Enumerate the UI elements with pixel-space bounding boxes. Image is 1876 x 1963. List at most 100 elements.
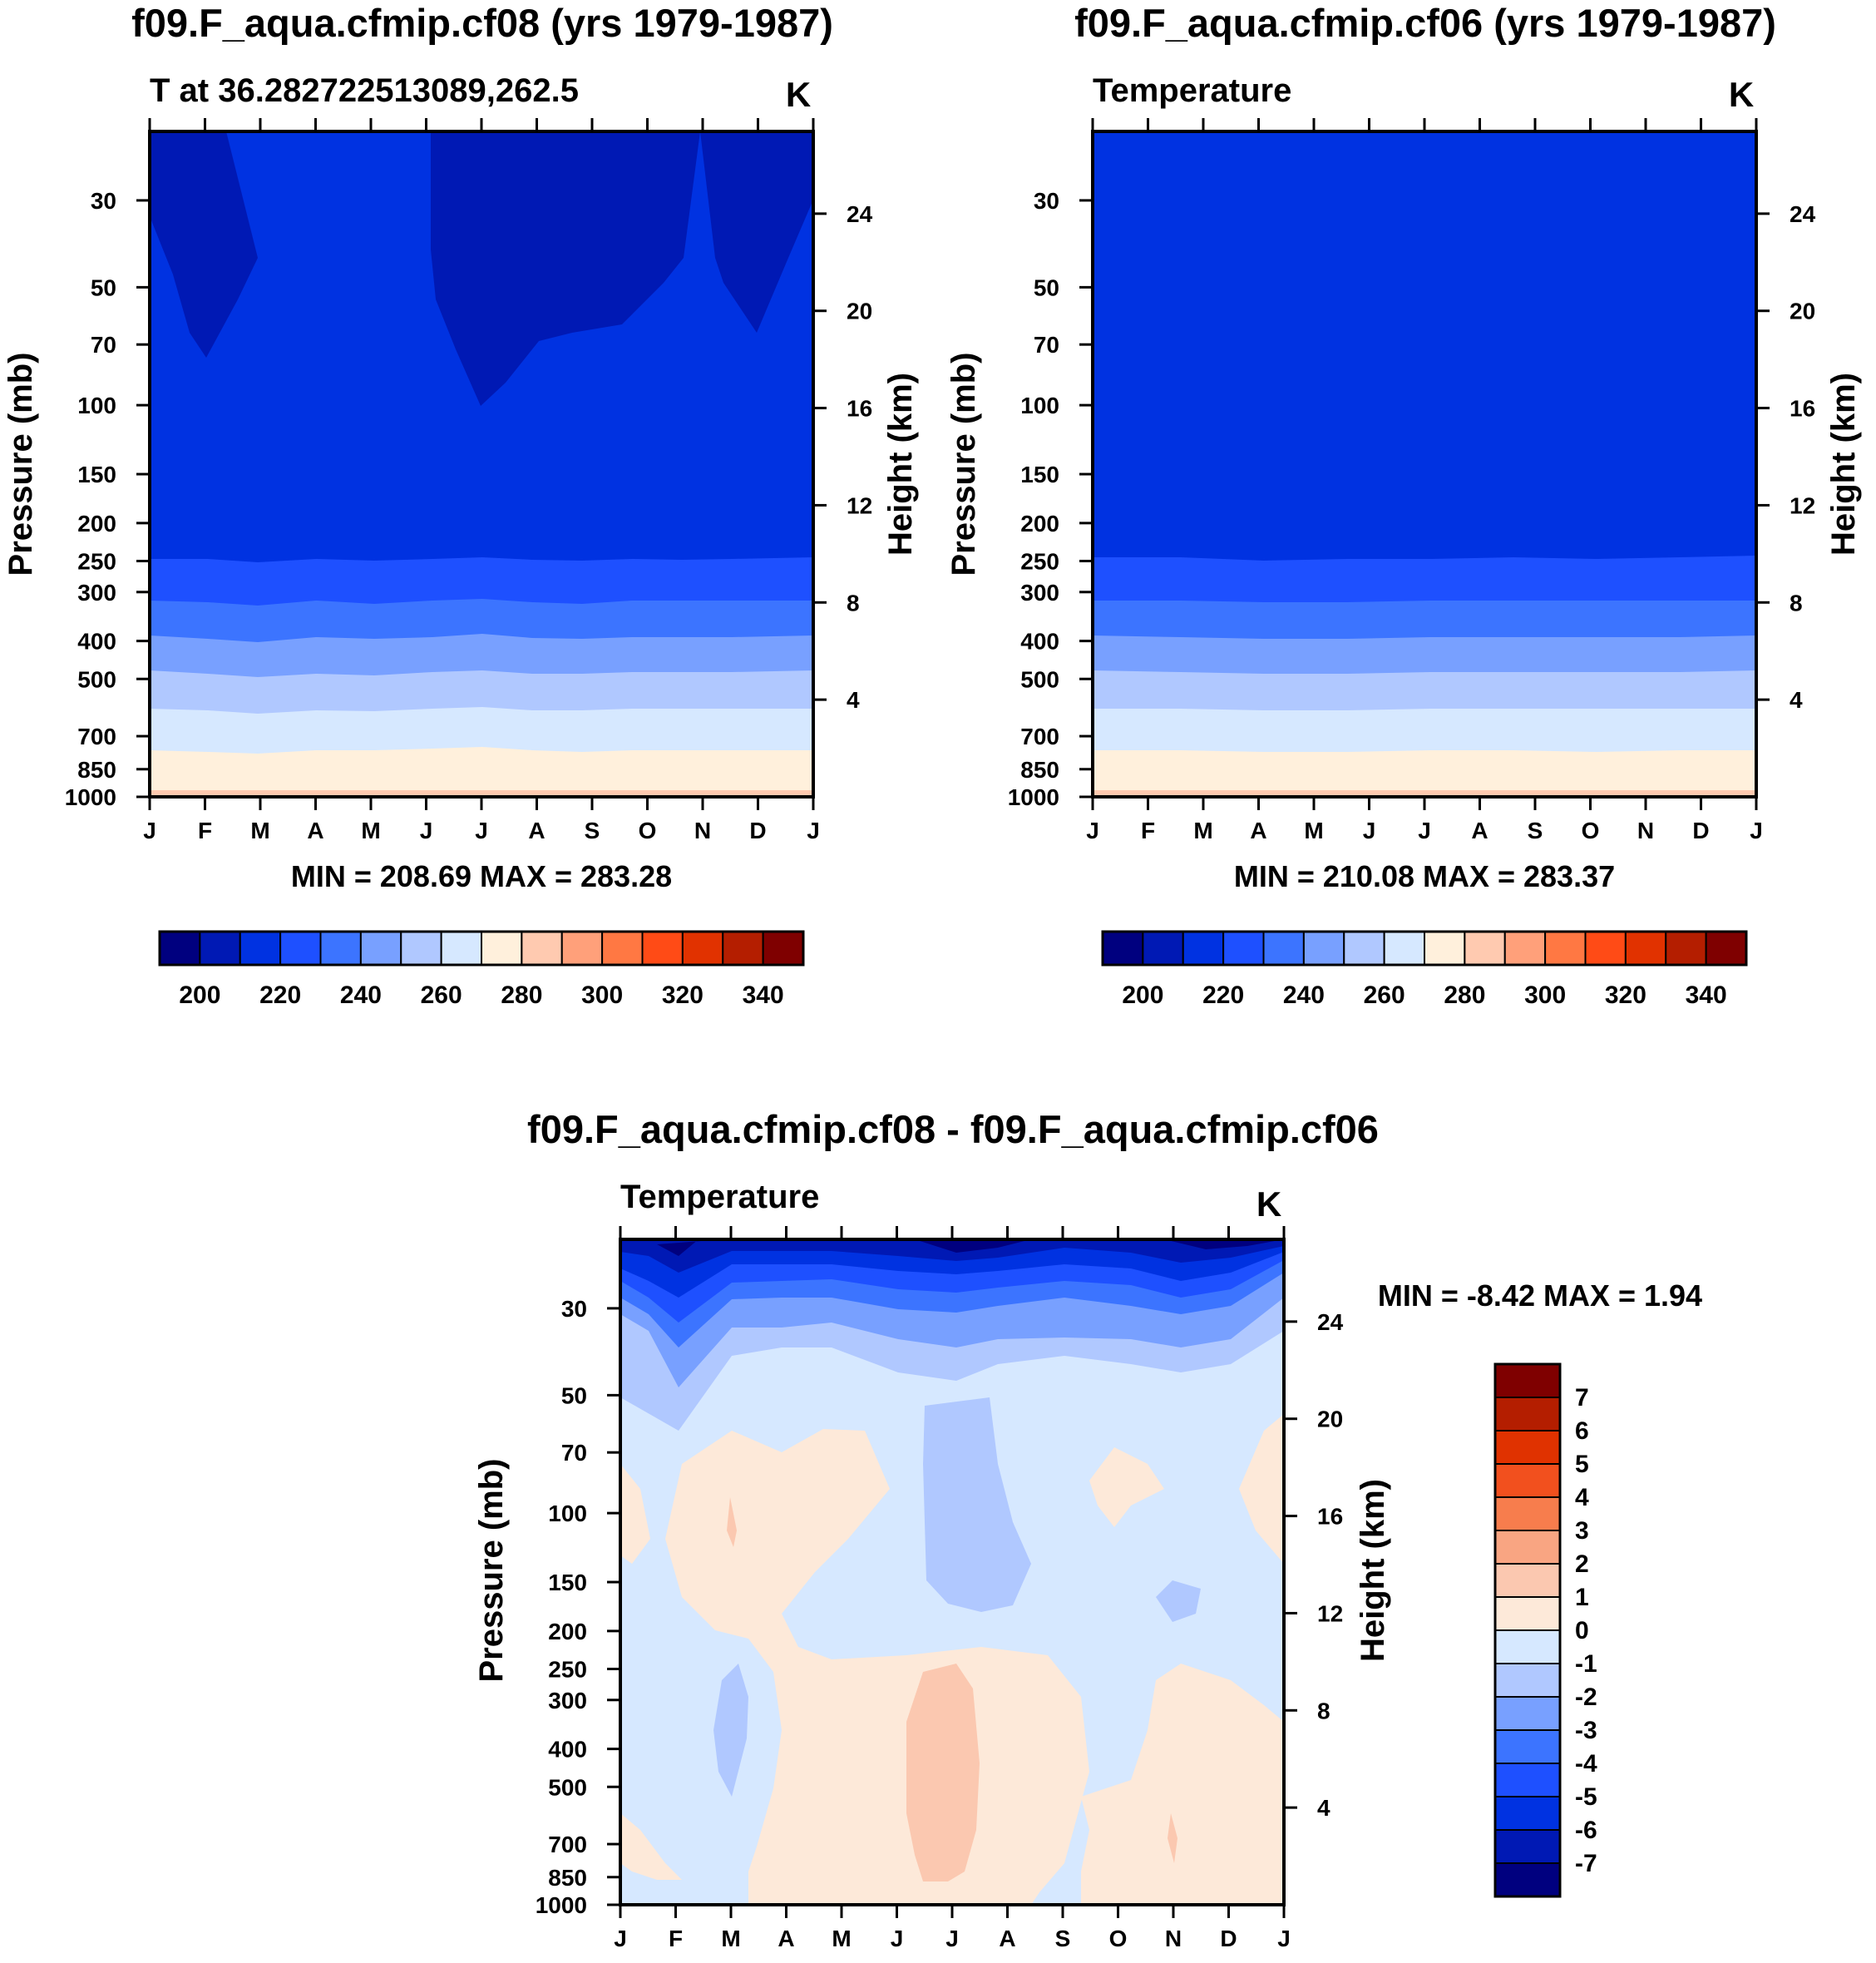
panel3-colorbar-swatch (1494, 1430, 1561, 1465)
panel1-colorbar-swatch (641, 931, 684, 966)
panel1-colorbar-swatch (521, 931, 563, 966)
panel1-colorbar-swatch (159, 931, 201, 966)
panel1-x-tick-label: A (528, 818, 545, 843)
panel2-x-tick-label: F (1141, 818, 1155, 843)
panel1-colorbar-swatch (601, 931, 644, 966)
panel1-y-right-tick-label: 16 (847, 396, 872, 422)
panel2-colorbar-label: 200 (1122, 982, 1163, 1009)
panel1-x-tick-label: F (198, 818, 212, 843)
panel3-colorbar-swatch (1494, 1829, 1561, 1864)
panel1-x-tick-label: J (475, 818, 488, 843)
panel1-y-tick-label: 250 (77, 549, 116, 575)
panel3-x-tick-label: A (999, 1926, 1015, 1951)
panel2-colorbar-label: 340 (1686, 982, 1727, 1009)
panel1-y-tick-label: 850 (77, 757, 116, 783)
panel1-y-right-tick-label: 20 (847, 299, 872, 324)
panel3-colorbar-label: 4 (1575, 1484, 1589, 1511)
panel2-x-tick-label: O (1582, 818, 1600, 843)
panel3-field-neg7 (657, 1239, 1284, 1256)
panel2-x-tick-label: A (1471, 818, 1488, 843)
panel3-colorbar-swatch (1494, 1729, 1561, 1764)
panel3-colorbar-swatch (1494, 1796, 1561, 1831)
panel3-field-pos2-a (906, 1664, 980, 1881)
panel2-y-tick-label: 30 (1034, 188, 1059, 214)
panel3-y-right-tick-label: 8 (1317, 1698, 1330, 1723)
panel1-colorbar-swatch (319, 931, 362, 966)
panel3-y-tick-label: 70 (561, 1440, 587, 1466)
panel2-colorbar-swatch (1705, 931, 1747, 966)
panel2-y-tick-label: 700 (1020, 724, 1059, 749)
panel1-y-tick-label: 100 (77, 393, 116, 418)
panel1-y-tick-label: 500 (77, 666, 116, 692)
panel3-field-pos-f (620, 1813, 682, 1880)
panel3-colorbar-swatch (1494, 1763, 1561, 1797)
panel2-y-tick-label: 100 (1020, 393, 1059, 418)
panel3-x-tick-label: J (614, 1926, 627, 1951)
panel3-axes: J F M A M J J A S O N D J 30 50 70 100 150 200 250 300 400 500… (536, 1226, 1344, 1951)
panel3-y-tick-label: 500 (548, 1774, 587, 1800)
panel1-field-280-290 (150, 747, 813, 797)
panel3-subtitle: Temperature (620, 1179, 819, 1215)
panel2-colorbar-swatch (1102, 931, 1144, 966)
panel1-colorbar-swatch (359, 931, 402, 966)
panel3-x-tick-label: J (945, 1926, 959, 1951)
panel3-y-right-tick-label: 4 (1317, 1795, 1330, 1821)
panel2-y-tick-label: 850 (1020, 757, 1059, 783)
panel3-colorbar-label: -3 (1575, 1717, 1597, 1744)
panel2-colorbar-label: 320 (1605, 982, 1646, 1009)
panel3-ylabel-right: Height (km) (1355, 1479, 1391, 1662)
panel1-field-200-210-a (150, 131, 258, 358)
panel2-colorbar: 200 220 240 260 280 300 320 340 (1101, 930, 1748, 1009)
panel3-field-pos-b (620, 1464, 650, 1564)
panel1-x-tick-label: M (361, 818, 380, 843)
panel2-colorbar-swatch (1142, 931, 1184, 966)
panel1-x-tick-label: M (250, 818, 269, 843)
panel3-x-tick-label: N (1165, 1926, 1182, 1951)
panel1-colorbar-swatch (560, 931, 604, 966)
panel3-colorbar-label: 5 (1575, 1451, 1589, 1478)
panel3-y-right-tick-label: 24 (1317, 1309, 1344, 1335)
panel3-field-neg1-blob-b (713, 1664, 748, 1797)
panel3-field-neg5 (620, 1239, 1284, 1298)
panel3-colorbar-label: 6 (1575, 1417, 1589, 1445)
panel2-y-tick-label: 1000 (1008, 784, 1059, 810)
panel2-y-right-tick-label: 8 (1790, 590, 1803, 616)
panel3-colorbar-swatch (1494, 1530, 1561, 1565)
panel3-colorbar: 7 6 5 4 3 2 1 0 -1 -2 -3 -4 -5 -6 -7 (1493, 1362, 1597, 1898)
panel1-x-tick-label: S (585, 818, 600, 843)
panel3-y-right-tick-label: 20 (1317, 1407, 1343, 1432)
panel3-field-neg1-blob-c (1156, 1580, 1201, 1622)
panel1-subtitle: T at 36.282722513089,262.5 (150, 72, 579, 109)
panel1-colorbar-label: 340 (743, 982, 784, 1009)
panel1-colorbar-swatch (722, 931, 764, 966)
panel3-x-tick-label: J (891, 1926, 904, 1951)
panel3-colorbar-swatch (1494, 1629, 1561, 1664)
panel1-units: K (786, 75, 811, 114)
panel1-y-tick-label: 400 (77, 629, 116, 655)
panel3-x-tick-label: O (1109, 1926, 1128, 1951)
panel3-x-tick-label: M (721, 1926, 740, 1951)
panel2-y-right-tick-label: 20 (1790, 299, 1815, 324)
panel1-colorbar-swatch (440, 931, 482, 966)
panel1-x-tick-label: D (749, 818, 766, 843)
panel1-colorbar-frame (158, 930, 805, 967)
panel2-colorbar-label: 280 (1444, 982, 1485, 1009)
panel2-colorbar-label: 300 (1524, 982, 1566, 1009)
panel2-colorbar-label: 220 (1202, 982, 1244, 1009)
panel3-minmax: MIN = -8.42 MAX = 1.94 (1378, 1278, 1702, 1313)
panel1-y-tick-label: 300 (77, 580, 116, 606)
panel1-colorbar-label: 240 (340, 982, 382, 1009)
panel3-y-tick-label: 850 (548, 1865, 587, 1891)
panel2-x-tick-label: J (1750, 818, 1763, 843)
panel1-field-200-210-c (700, 131, 813, 333)
panel2-y-tick-label: 250 (1020, 549, 1059, 575)
panel3-colorbar-label: -4 (1575, 1750, 1597, 1778)
panel3-colorbar-label: 1 (1575, 1584, 1589, 1611)
panel3-colorbar-swatch (1494, 1463, 1561, 1498)
panel3-colorbar-label: -7 (1575, 1850, 1597, 1877)
panel2-y-tick-label: 70 (1034, 332, 1059, 358)
panel3-field-pos-d (1089, 1447, 1164, 1527)
panel1-colorbar-swatch (199, 931, 241, 966)
panel3-colorbar-label: 2 (1575, 1550, 1589, 1578)
